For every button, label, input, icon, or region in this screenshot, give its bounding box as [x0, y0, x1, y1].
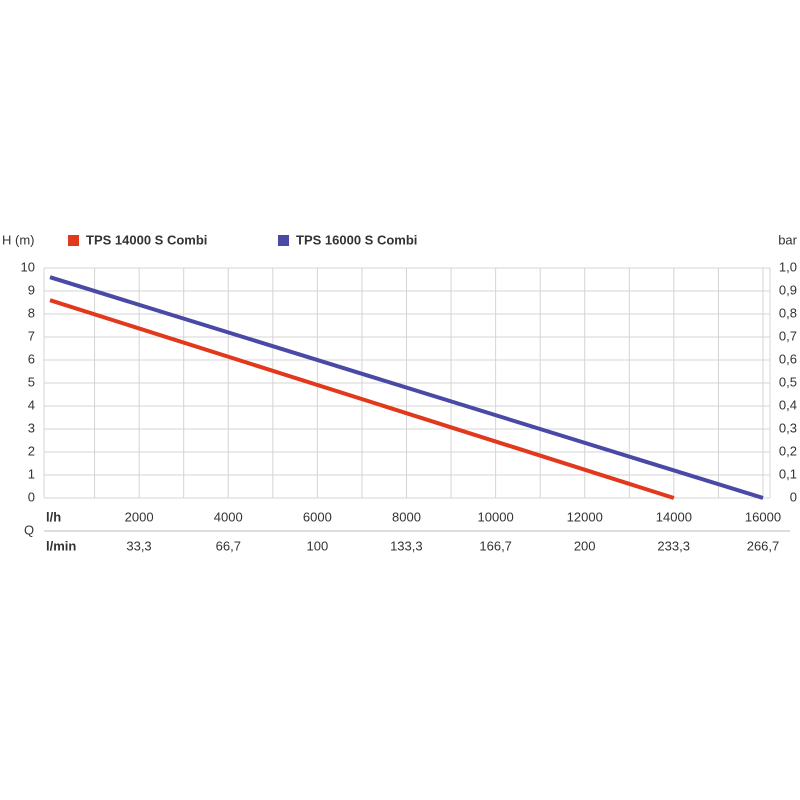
- y-tick-label: 8: [28, 305, 35, 320]
- y2-tick-label: 0,6: [779, 351, 797, 366]
- x2-tick-label: 266,7: [747, 538, 780, 553]
- y-tick-label: 6: [28, 351, 35, 366]
- series-line: [49, 298, 675, 500]
- x2-tick-label: 233,3: [657, 538, 690, 553]
- y-tick-label: 10: [21, 259, 35, 274]
- x2-tick-label: 200: [574, 538, 596, 553]
- x-axis-label: Q: [24, 522, 34, 537]
- y2-tick-label: 0,3: [779, 420, 797, 435]
- legend-label: TPS 16000 S Combi: [296, 232, 417, 247]
- x-tick-label: 10000: [478, 509, 514, 524]
- y2-tick-label: 0,7: [779, 328, 797, 343]
- y2-tick-label: 0: [790, 489, 797, 504]
- y-tick-label: 4: [28, 397, 35, 412]
- x-tick-label: 2000: [125, 509, 154, 524]
- legend-label: TPS 14000 S Combi: [86, 232, 207, 247]
- series-line: [49, 275, 764, 500]
- x-tick-label: 6000: [303, 509, 332, 524]
- y2-tick-label: 0,4: [779, 397, 797, 412]
- y2-tick-label: 0,8: [779, 305, 797, 320]
- legend-swatch: [68, 235, 79, 246]
- x-tick-label: 12000: [567, 509, 603, 524]
- y-tick-label: 9: [28, 282, 35, 297]
- x2-tick-label: 100: [306, 538, 328, 553]
- y2-tick-label: 0,9: [779, 282, 797, 297]
- y-tick-label: 5: [28, 374, 35, 389]
- x2-tick-label: 166,7: [479, 538, 512, 553]
- y2-tick-label: 1,0: [779, 259, 797, 274]
- y-axis-label: H (m): [2, 232, 35, 247]
- y2-tick-label: 0,1: [779, 466, 797, 481]
- legend-swatch: [278, 235, 289, 246]
- x-tick-label: 16000: [745, 509, 781, 524]
- x-tick-label: 14000: [656, 509, 692, 524]
- x2-tick-label: 66,7: [216, 538, 241, 553]
- y-tick-label: 0: [28, 489, 35, 504]
- y2-axis-label: bar: [778, 232, 797, 247]
- x2-tick-label: 133,3: [390, 538, 423, 553]
- y-tick-label: 3: [28, 420, 35, 435]
- x-unit: l/h: [46, 509, 61, 524]
- y2-tick-label: 0,2: [779, 443, 797, 458]
- y-tick-label: 7: [28, 328, 35, 343]
- y-tick-label: 1: [28, 466, 35, 481]
- y2-tick-label: 0,5: [779, 374, 797, 389]
- x-tick-label: 4000: [214, 509, 243, 524]
- x-tick-label: 8000: [392, 509, 421, 524]
- y-tick-label: 2: [28, 443, 35, 458]
- x2-tick-label: 33,3: [126, 538, 151, 553]
- x2-unit: l/min: [46, 538, 76, 553]
